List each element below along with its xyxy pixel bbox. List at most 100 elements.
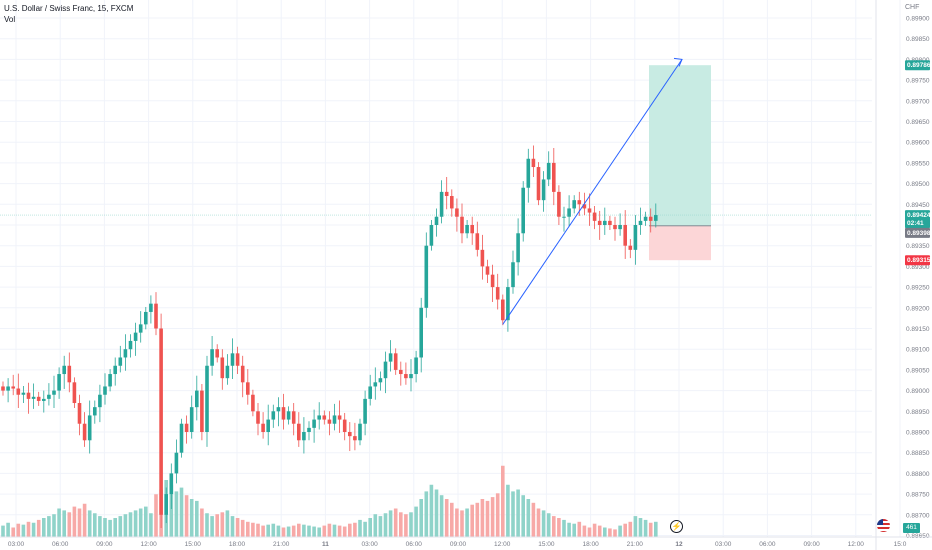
candle-body: [587, 208, 592, 213]
volume-bar: [429, 484, 434, 537]
candle-body: [526, 158, 531, 188]
candle-body: [567, 208, 571, 217]
time-tick-label: 11: [322, 541, 329, 548]
candle-body: [582, 204, 587, 209]
candle-body: [628, 245, 633, 250]
volume-bar: [638, 518, 643, 537]
time-tick-label: 12:00: [848, 541, 865, 548]
candle-body: [271, 411, 276, 420]
trend-arrow-head: [673, 57, 683, 67]
volume-bar: [220, 512, 225, 537]
volume-bar: [460, 510, 464, 537]
volume-bar: [348, 523, 352, 537]
volume-bar: [378, 516, 383, 537]
volume-bar: [373, 514, 378, 537]
candle-body: [337, 415, 342, 420]
volume-bar: [184, 495, 189, 537]
volume-bar: [57, 508, 61, 537]
candle-body: [103, 386, 107, 395]
price-tick-label: 0.88800: [906, 471, 930, 478]
candle-body: [87, 415, 92, 441]
price-tick-label: 0.89350: [906, 243, 930, 250]
candle-body: [353, 436, 357, 441]
lightning-icon[interactable]: ⚡: [670, 520, 683, 533]
volume-indicator-label[interactable]: Vol: [4, 15, 16, 24]
price-axis[interactable]: 0.899000.898500.898000.897500.897000.896…: [875, 0, 930, 550]
time-axis[interactable]: 03:00 06:00 09:00 12:00 15:00 18:00 21:00 11 03:…: [0, 536, 932, 548]
volume-bar: [251, 522, 255, 537]
volume-bar: [31, 522, 36, 537]
volume-bar: [113, 518, 117, 537]
volume-bar: [82, 503, 87, 537]
price-tick-label: 0.89200: [906, 305, 930, 312]
time-tick-label: 06:00: [759, 541, 776, 548]
time-tick-label: 12: [675, 541, 683, 548]
volume-bar: [291, 525, 296, 537]
time-tick-label: 21:00: [273, 541, 290, 548]
volume-bar: [648, 522, 653, 537]
candle-body: [439, 191, 444, 217]
volume-bar: [526, 499, 531, 537]
candle-body: [169, 473, 174, 495]
candle-body: [312, 419, 316, 428]
time-tick-label: 12:00: [140, 541, 157, 548]
volume-bar: [628, 521, 633, 537]
price-tick-label: 0.88950: [906, 409, 930, 416]
candle-body: [383, 361, 388, 379]
candle-body: [200, 390, 204, 432]
volume-bar: [388, 510, 393, 537]
candle-body: [128, 340, 133, 350]
candle-body: [205, 365, 209, 432]
volume-bar: [521, 495, 525, 537]
stop-price-tag-bg: [905, 255, 930, 266]
countdown-tag: 02:41: [907, 220, 924, 227]
price-tick-label: 0.88900: [906, 430, 930, 437]
candle-body: [36, 396, 41, 401]
volume-bar: [266, 524, 270, 537]
candle-body: [240, 365, 245, 383]
candle-body: [613, 225, 617, 230]
candle-body: [149, 303, 153, 312]
candle-body: [1, 386, 5, 391]
volume-bar: [516, 489, 520, 537]
candle-body: [501, 299, 505, 321]
candle-body: [399, 369, 403, 375]
symbol-title[interactable]: U.S. Dollar / Swiss Franc, 15, FXCM: [4, 4, 134, 13]
candle-body: [577, 200, 582, 205]
volume-value-badge: 461: [903, 523, 920, 533]
candle-body: [419, 307, 423, 358]
long-position-tool[interactable]: [0, 65, 872, 261]
candle-body: [546, 162, 551, 180]
time-tick-label: 15:00: [185, 541, 202, 548]
volume-bar: [465, 508, 469, 537]
candle-body: [521, 187, 525, 234]
volume-bar: [633, 516, 638, 537]
volume-bar: [215, 514, 219, 537]
volume-bar: [174, 491, 179, 537]
volume-bar: [169, 484, 174, 537]
volume-bar: [582, 525, 587, 537]
candle-body: [490, 274, 495, 288]
time-tick-label: 18:00: [582, 541, 599, 548]
candle-body: [123, 349, 128, 358]
candle-body: [108, 374, 112, 387]
volume-bar: [485, 500, 490, 537]
candle-body: [174, 452, 179, 474]
time-tick-label: 03:00: [715, 541, 732, 548]
candle-body: [608, 220, 612, 225]
trend-line-drawing[interactable]: [502, 57, 683, 325]
candle-body: [220, 357, 225, 379]
volume-bar: [77, 508, 82, 537]
volume-bar: [531, 502, 536, 537]
volume-bar: [383, 513, 388, 537]
volume-bar: [6, 522, 10, 537]
volume-bar: [230, 516, 235, 537]
volume-bar: [123, 514, 128, 537]
candle-body: [460, 216, 464, 234]
price-tick-label: 0.89050: [906, 367, 930, 374]
candle-body: [654, 215, 658, 221]
currency-label[interactable]: CHF: [905, 4, 920, 11]
candle-body: [455, 208, 459, 217]
candle-body: [348, 432, 352, 437]
